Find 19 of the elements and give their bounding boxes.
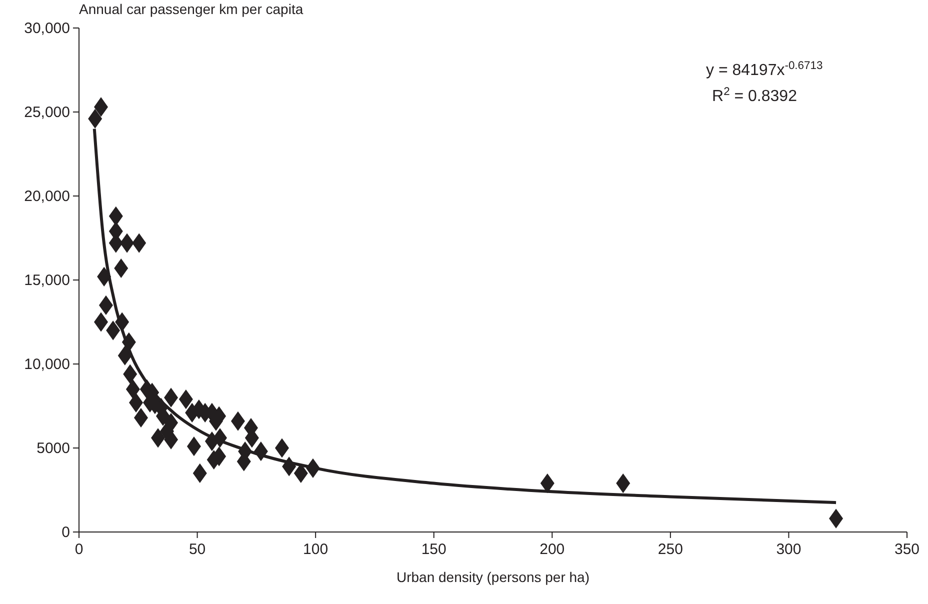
x-tick-label: 150 <box>421 541 446 558</box>
annotation: y = 84197x$^{-0.6713}$ <box>706 60 823 79</box>
annotation: R$^{2}$ = 0.8392 <box>712 86 798 105</box>
x-axis-title: Urban density (persons per ha) <box>396 569 590 585</box>
x-tick-label: 250 <box>658 541 683 558</box>
x-tick-label: 100 <box>303 541 328 558</box>
y-tick-label: 25,000 <box>24 104 70 121</box>
y-tick-label: 0 <box>62 524 70 541</box>
x-tick-label: 300 <box>776 541 802 558</box>
x-tick-label: 200 <box>540 541 565 558</box>
y-tick-label: 5000 <box>36 440 70 457</box>
x-tick-label: 50 <box>188 541 206 558</box>
y-axis-title: Annual car passenger km per capita <box>79 1 304 17</box>
x-tick-label: 0 <box>74 541 84 558</box>
y-tick-label: 10,000 <box>24 356 70 373</box>
y-tick-label: 15,000 <box>24 272 70 289</box>
y-tick-label: 30,000 <box>24 20 70 37</box>
x-tick-label: 350 <box>894 541 920 558</box>
y-tick-label: 20,000 <box>24 188 70 205</box>
